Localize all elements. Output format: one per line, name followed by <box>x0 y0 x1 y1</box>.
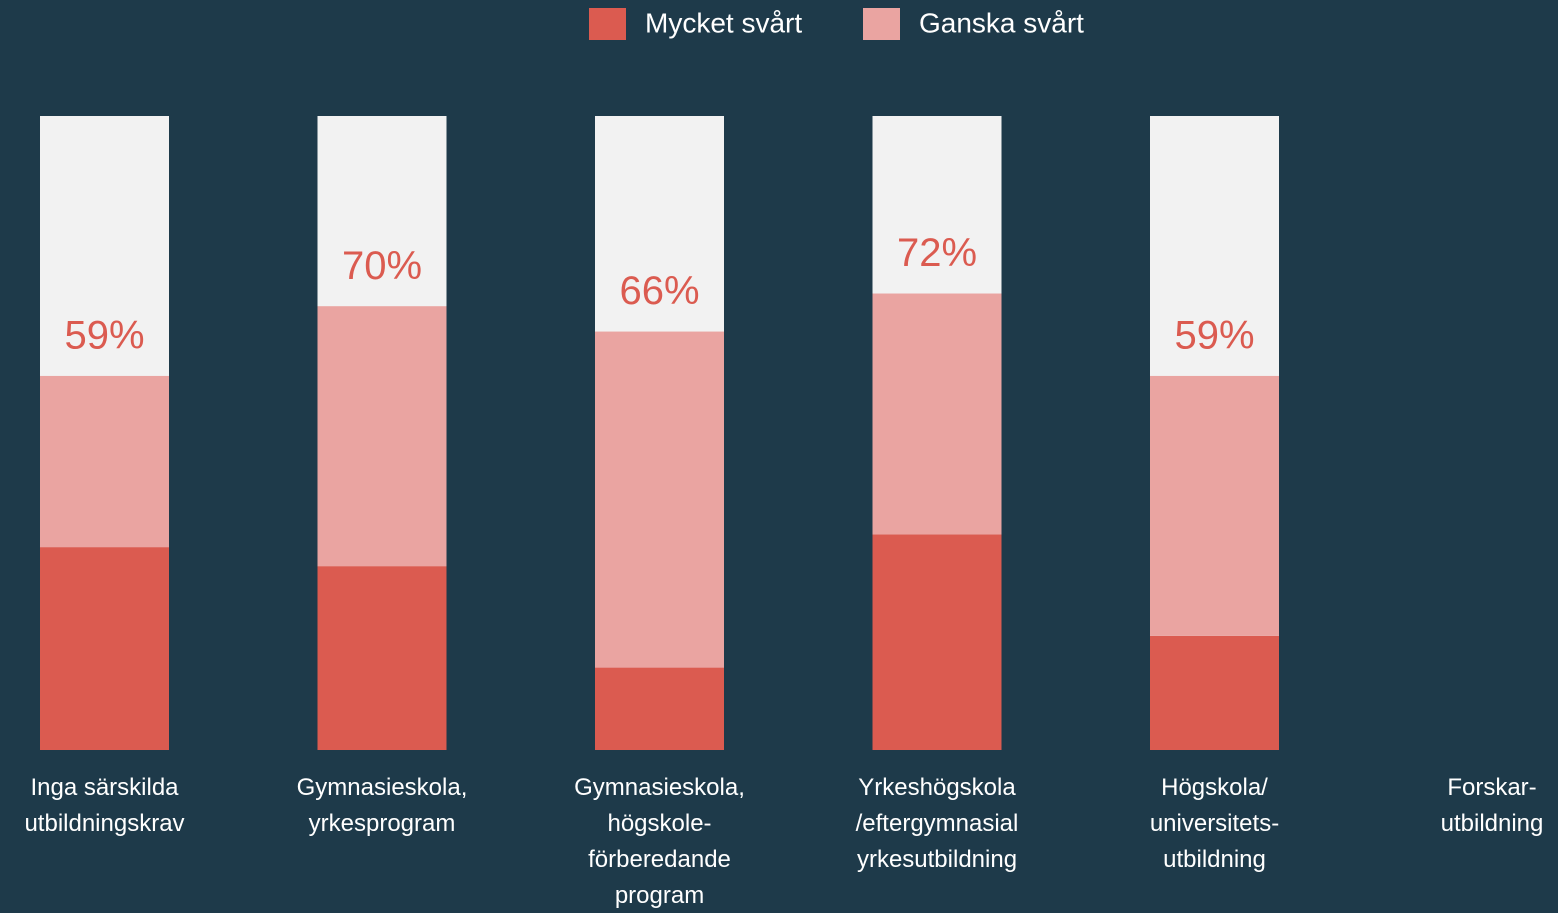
total-label: 72% <box>897 231 977 275</box>
x-tick-label: Gymnasieskola, yrkesprogram <box>296 774 468 837</box>
bar-segment <box>872 293 1002 535</box>
bar-segment <box>1150 635 1279 750</box>
x-tick-label: Yrkeshögskola /eftergymnasial yrkesutbil… <box>855 774 1019 873</box>
total-label: 66% <box>619 269 699 313</box>
x-tick-label: Gymnasieskola, högskole- förberedande pr… <box>574 774 745 909</box>
bar-segment <box>317 566 447 750</box>
bar-segment <box>40 547 169 750</box>
bar-segment <box>595 331 724 668</box>
legend-label: Ganska svårt <box>919 7 1084 38</box>
legend-label: Mycket svårt <box>645 7 802 38</box>
bar-segment <box>595 667 724 750</box>
total-label: 70% <box>342 244 422 288</box>
x-tick-label: Högskola/ universitets- utbildning <box>1149 774 1280 873</box>
bar-segment <box>317 306 447 567</box>
x-tick-label: Inga särskilda utbildningskrav <box>24 774 185 837</box>
total-label: 59% <box>1174 314 1254 358</box>
bar-segment <box>872 534 1002 750</box>
bar-segment <box>1150 375 1279 636</box>
legend-swatch <box>863 8 900 40</box>
x-tick-label: Forskar- utbildning <box>1440 774 1544 837</box>
legend-swatch <box>589 8 626 40</box>
bar-segment <box>40 375 169 548</box>
total-label: 59% <box>64 314 144 358</box>
